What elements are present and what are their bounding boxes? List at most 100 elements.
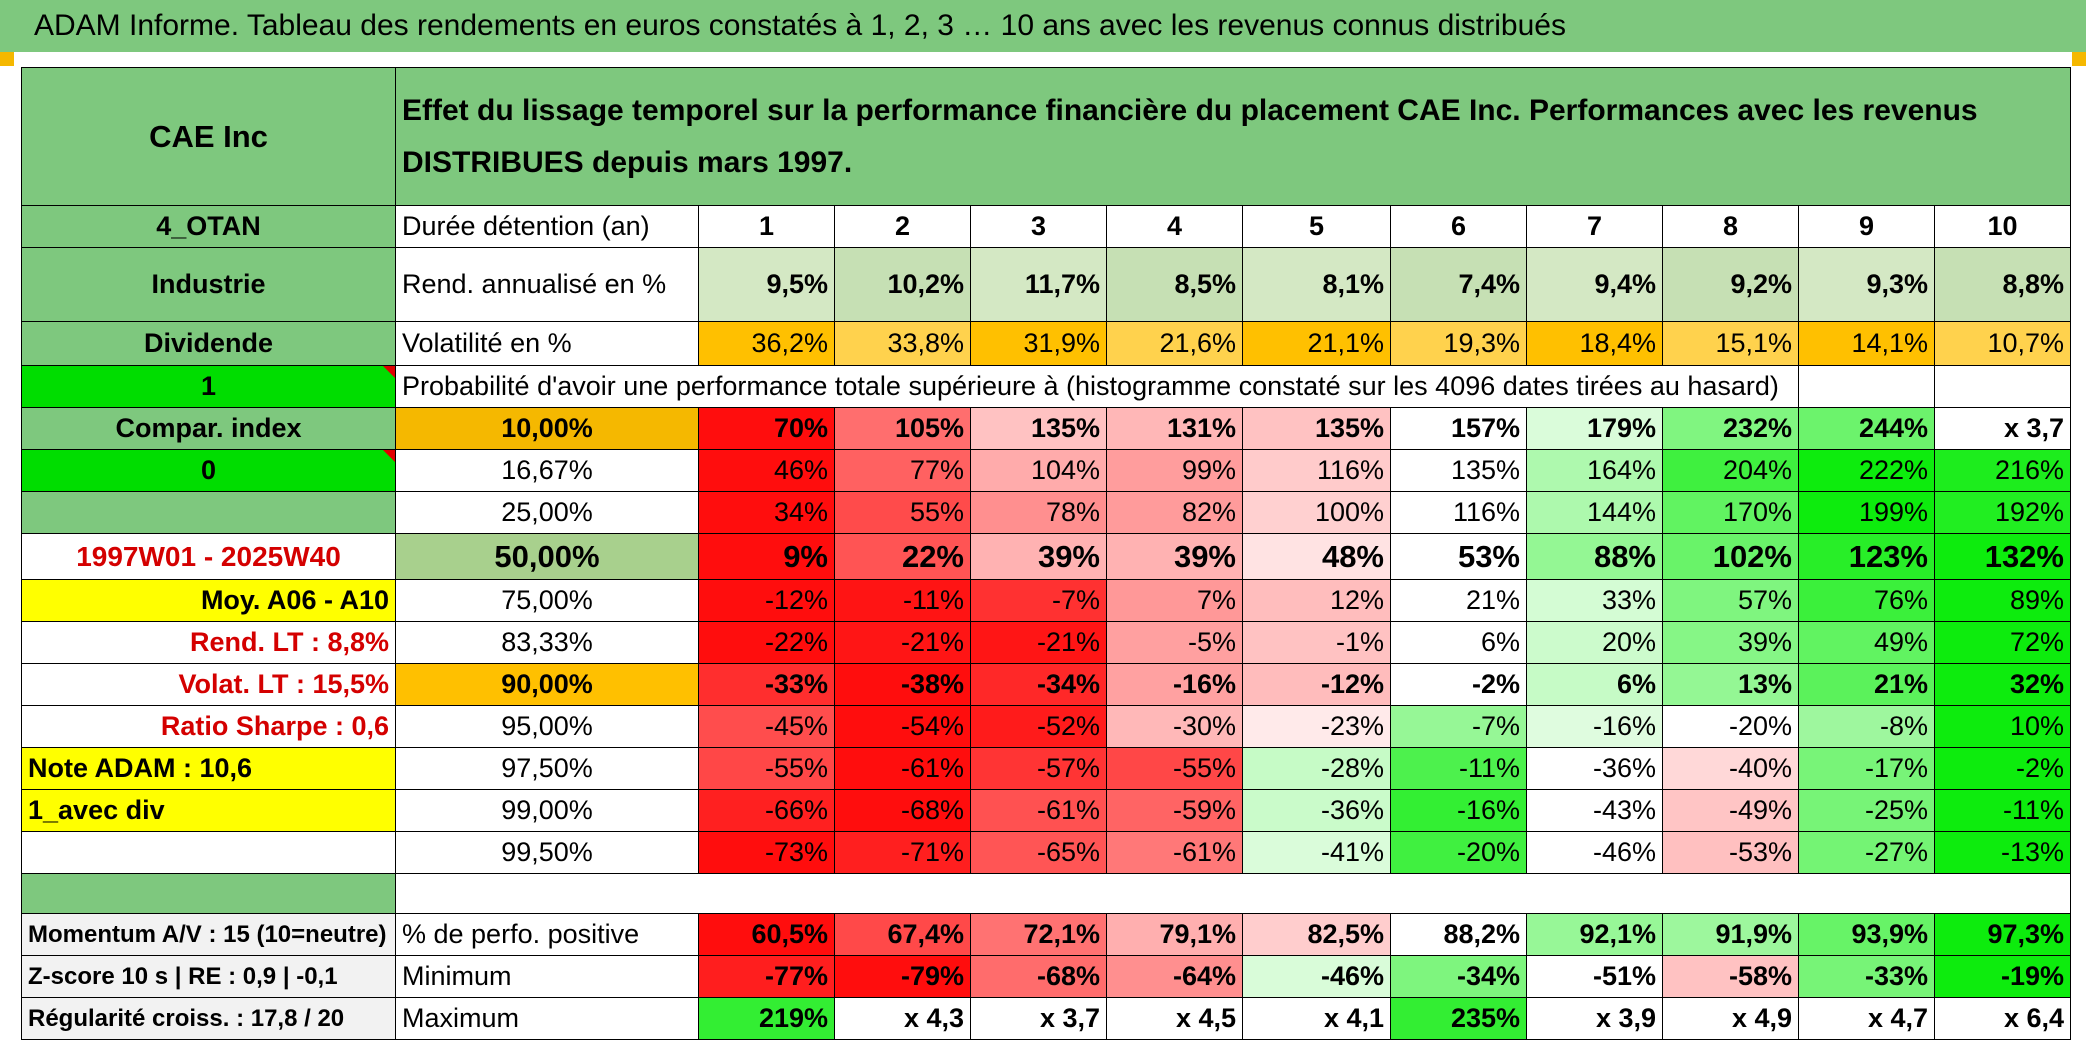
minimum-value: -68% [970, 955, 1107, 998]
percentile-value: -53% [1662, 831, 1799, 874]
percentile-value: 32% [1934, 663, 2071, 706]
percentile-value: 6% [1390, 621, 1527, 664]
percentile-value: 77% [834, 449, 971, 492]
positive-value: 97,3% [1934, 913, 2071, 956]
percentile-value: -33% [698, 663, 835, 706]
return-value: 9,2% [1662, 247, 1799, 322]
percentile-level: 90,00% [395, 663, 699, 706]
percentile-value: -8% [1798, 705, 1935, 748]
percentile-value: 157% [1390, 407, 1527, 450]
maximum-value: x 3,7 [970, 997, 1107, 1040]
minimum-value: -19% [1934, 955, 2071, 998]
positive-value: 91,9% [1662, 913, 1799, 956]
percentile-value: -71% [834, 831, 971, 874]
average-label: Moy. A06 - A10 [21, 579, 396, 622]
percentile-value: 89% [1934, 579, 2071, 622]
percentile-value: 70% [698, 407, 835, 450]
percentile-value: 192% [1934, 491, 2071, 534]
percentile-value: 76% [1798, 579, 1935, 622]
volatility-value: 19,3% [1390, 321, 1527, 366]
percentile-value: 170% [1662, 491, 1799, 534]
percentile-level: 99,00% [395, 789, 699, 832]
percentile-value: -61% [1106, 831, 1243, 874]
percentile-value: 88% [1526, 533, 1663, 580]
percentile-value: -11% [834, 579, 971, 622]
percentile-value: 12% [1242, 579, 1391, 622]
percentile-value: -59% [1106, 789, 1243, 832]
empty-cell [21, 831, 396, 874]
percentile-value: -20% [1390, 831, 1527, 874]
percentile-value: 135% [1242, 407, 1391, 450]
percentile-value: -27% [1798, 831, 1935, 874]
percentile-value: 199% [1798, 491, 1935, 534]
z-score: Z-score 10 s | RE : 0,9 | -0,1 [21, 955, 396, 998]
percentile-value: 132% [1934, 533, 2071, 580]
percentile-value: 22% [834, 533, 971, 580]
percentile-value: -2% [1934, 747, 2071, 790]
percentile-value: -55% [1106, 747, 1243, 790]
long-term-volatility: Volat. LT : 15,5% [21, 663, 396, 706]
percentile-value: 99% [1106, 449, 1243, 492]
percentile-level: 95,00% [395, 705, 699, 748]
percentile-value: 55% [834, 491, 971, 534]
percentile-value: 21% [1798, 663, 1935, 706]
percentile-value: -21% [970, 621, 1107, 664]
volatility-value: 14,1% [1798, 321, 1935, 366]
percentile-value: -5% [1106, 621, 1243, 664]
percentile-value: -16% [1106, 663, 1243, 706]
percentile-level: 75,00% [395, 579, 699, 622]
percentile-value: -16% [1526, 705, 1663, 748]
percentile-value: -55% [698, 747, 835, 790]
flag-cell: 0 [21, 449, 396, 492]
percentile-level: 50,00% [395, 533, 699, 580]
percentile-value: -73% [698, 831, 835, 874]
positive-value: 79,1% [1106, 913, 1243, 956]
maximum-value: 219% [698, 997, 835, 1040]
adam-score: Note ADAM : 10,6 [21, 747, 396, 790]
year-header: 2 [834, 205, 971, 248]
percentile-value: 49% [1798, 621, 1935, 664]
percentile-value: 131% [1106, 407, 1243, 450]
percentile-level: 83,33% [395, 621, 699, 664]
probability-label: Probabilité d'avoir une performance tota… [395, 365, 1799, 408]
percentile-value: 144% [1526, 491, 1663, 534]
percentile-value: 9% [698, 533, 835, 580]
return-value: 11,7% [970, 247, 1107, 322]
percentile-value: -11% [1934, 789, 2071, 832]
minimum-value: -64% [1106, 955, 1243, 998]
year-header: 8 [1662, 205, 1799, 248]
dividend-mode: 1_avec div [21, 789, 396, 832]
percentile-value: 7% [1106, 579, 1243, 622]
percentile-value: 21% [1390, 579, 1527, 622]
percentile-value: -25% [1798, 789, 1935, 832]
duration-label: Durée détention (an) [395, 205, 699, 248]
percentile-value: -7% [1390, 705, 1527, 748]
percentile-value: -2% [1390, 663, 1527, 706]
year-header: 10 [1934, 205, 2071, 248]
percentile-value: 116% [1390, 491, 1527, 534]
empty-cell [1798, 365, 1935, 408]
percentile-value: -43% [1526, 789, 1663, 832]
percentile-value: 10% [1934, 705, 2071, 748]
year-header: 1 [698, 205, 835, 248]
percentile-value: 53% [1390, 533, 1527, 580]
percentile-value: 123% [1798, 533, 1935, 580]
volatility-value: 33,8% [834, 321, 971, 366]
empty-cell [1934, 365, 2071, 408]
year-header: 9 [1798, 205, 1935, 248]
percentile-value: -12% [1242, 663, 1391, 706]
percentile-value: -34% [970, 663, 1107, 706]
income-type: Dividende [21, 321, 396, 366]
percentile-value: 164% [1526, 449, 1663, 492]
percentile-value: 216% [1934, 449, 2071, 492]
corner-marker [0, 52, 14, 66]
volatility-value: 18,4% [1526, 321, 1663, 366]
percentile-value: -57% [970, 747, 1107, 790]
corner-marker [2072, 52, 2086, 66]
volatility-value: 31,9% [970, 321, 1107, 366]
return-value: 8,5% [1106, 247, 1243, 322]
return-value: 7,4% [1390, 247, 1527, 322]
volatility-value: 21,6% [1106, 321, 1243, 366]
percentile-value: -68% [834, 789, 971, 832]
percentile-level: 16,67% [395, 449, 699, 492]
